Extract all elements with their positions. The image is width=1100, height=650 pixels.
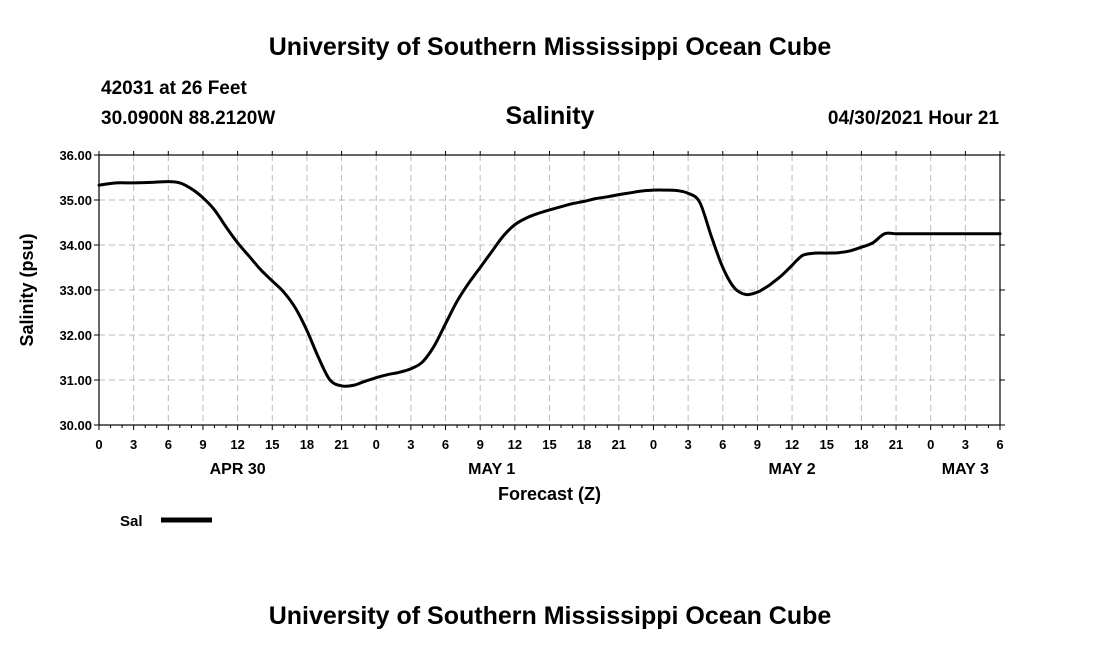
x-tick-label: 6 <box>719 437 726 452</box>
x-tick-label: 0 <box>373 437 380 452</box>
station-label: 42031 at 26 Feet <box>101 78 247 99</box>
x-tick-label: 21 <box>334 437 348 452</box>
date-label: APR 30 <box>210 461 266 478</box>
y-tick-label: 36.00 <box>59 148 92 163</box>
x-tick-label: 3 <box>684 437 691 452</box>
y-tick-label: 31.00 <box>59 373 92 388</box>
page-title-bottom: University of Southern Mississippi Ocean… <box>268 602 832 630</box>
x-tick-label: 3 <box>962 437 969 452</box>
x-tick-label: 12 <box>785 437 799 452</box>
location-label: 30.0900N 88.2120W <box>101 108 276 129</box>
x-tick-label: 21 <box>889 437 903 452</box>
x-tick-label: 15 <box>819 437 833 452</box>
x-tick-label: 3 <box>407 437 414 452</box>
date-label: MAY 2 <box>769 461 816 478</box>
series-layer <box>97 180 1002 388</box>
y-tick-label: 32.00 <box>59 328 92 343</box>
chart-title: Salinity <box>505 102 595 130</box>
x-tick-label: 18 <box>854 437 868 452</box>
date-label: MAY 1 <box>468 461 515 478</box>
tick-layer <box>94 151 1005 430</box>
x-tick-label: 3 <box>130 437 137 452</box>
x-tick-label: 9 <box>199 437 206 452</box>
legend-label: Sal <box>120 513 143 530</box>
y-tick-label: 30.00 <box>59 418 92 433</box>
x-tick-label: 9 <box>477 437 484 452</box>
x-tick-label: 12 <box>230 437 244 452</box>
x-tick-label: 12 <box>508 437 522 452</box>
x-tick-label: 9 <box>754 437 761 452</box>
x-tick-label: 6 <box>165 437 172 452</box>
x-tick-label: 18 <box>300 437 314 452</box>
timestamp-label: 04/30/2021 Hour 21 <box>827 108 999 129</box>
x-tick-label: 15 <box>265 437 279 452</box>
y-tick-label: 34.00 <box>59 238 92 253</box>
x-tick-label: 0 <box>650 437 657 452</box>
y-axis-title: Salinity (psu) <box>17 233 37 346</box>
x-tick-label: 18 <box>577 437 591 452</box>
x-tick-label: 0 <box>95 437 102 452</box>
y-tick-label: 33.00 <box>59 283 92 298</box>
x-tick-label: 6 <box>442 437 449 452</box>
x-axis-title: Forecast (Z) <box>498 484 601 504</box>
x-tick-label: 21 <box>612 437 626 452</box>
x-tick-label: 15 <box>542 437 556 452</box>
page-title-top: University of Southern Mississippi Ocean… <box>268 33 832 61</box>
label-layer: 30.00 31.00 32.00 33.00 34.00 35.00 36.00 0 3 6 9 1… <box>17 148 1004 504</box>
grid-layer <box>99 155 1000 425</box>
x-tick-label: 6 <box>996 437 1003 452</box>
series-line-sal <box>97 180 1002 388</box>
x-tick-label: 0 <box>927 437 934 452</box>
y-tick-label: 35.00 <box>59 193 92 208</box>
date-label: MAY 3 <box>942 461 989 478</box>
